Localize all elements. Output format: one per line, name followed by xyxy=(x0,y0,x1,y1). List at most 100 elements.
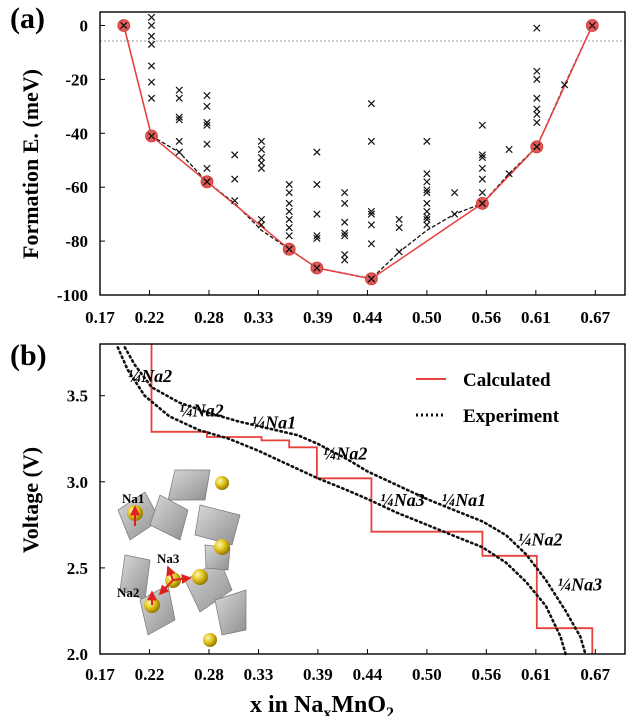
structure-point xyxy=(257,164,266,172)
structure-point xyxy=(533,110,541,119)
panel-b-ylabel: Voltage (V) xyxy=(18,447,43,553)
structure-point xyxy=(285,223,293,232)
structure-point xyxy=(341,250,349,259)
y-tick-label: 3.5 xyxy=(67,387,88,406)
structure-point xyxy=(203,102,211,110)
y-tick-label: 2.0 xyxy=(67,645,88,664)
structure-point xyxy=(367,275,376,283)
structure-point xyxy=(147,94,156,102)
structure-point xyxy=(478,121,486,129)
x-tick-label: 0.56 xyxy=(471,308,501,327)
structure-point xyxy=(203,121,211,129)
convex-hull-line xyxy=(123,25,593,280)
structure-point xyxy=(423,188,431,197)
structure-point xyxy=(313,264,321,272)
experiment-voltage-curve-2 xyxy=(116,346,567,656)
legend-experiment-label: Experiment xyxy=(463,406,560,427)
structure-point xyxy=(257,221,266,229)
structure-point xyxy=(147,132,156,140)
structure-point xyxy=(533,143,541,151)
panel-b-series xyxy=(116,344,594,656)
panel-a-structure-points xyxy=(120,13,596,283)
structure-point xyxy=(533,75,541,84)
structure-point xyxy=(560,81,569,89)
y-tick-label: -20 xyxy=(65,70,88,89)
x-tick-label: 0.17 xyxy=(85,665,115,684)
structure-point xyxy=(450,188,459,197)
structure-point xyxy=(313,180,321,189)
dashed-curve xyxy=(123,25,593,280)
structure-point xyxy=(341,188,349,197)
structure-point xyxy=(533,24,541,32)
panel-a-hull-line xyxy=(123,25,593,280)
structure-point xyxy=(257,145,266,154)
structure-point xyxy=(231,151,239,159)
structure-point xyxy=(203,164,211,172)
y-tick-label: -40 xyxy=(65,124,88,143)
y-tick-label: 0 xyxy=(80,16,89,35)
x-tick-label: 0.56 xyxy=(471,665,501,684)
legend-calculated-label: Calculated xyxy=(463,370,551,391)
panel-b-x-ticks: 0.17 0.22 0.28 0.33 0.39 0.44 0.50 0.56 0.61 0.67 xyxy=(85,649,611,684)
panel-a-hull-points xyxy=(117,19,599,286)
structure-point xyxy=(423,186,431,194)
x-tick-label: 0.22 xyxy=(135,308,165,327)
structure-point xyxy=(203,91,211,100)
panel-a-dashed-curve xyxy=(123,25,593,280)
site-annotation: ¼Na2 xyxy=(128,366,173,386)
structure-point xyxy=(285,188,293,197)
structure-point xyxy=(478,153,486,162)
y-tick-label: 2.5 xyxy=(67,559,88,578)
panel-a-y-ticks: 0 -20 -40 -60 -80 -100 xyxy=(57,16,105,305)
site-annotation: ¼Na2 xyxy=(179,400,224,420)
structure-point xyxy=(313,232,321,240)
structure-point xyxy=(175,113,183,121)
structure-point xyxy=(423,199,431,207)
structure-point xyxy=(120,21,128,30)
structure-point xyxy=(175,86,183,94)
structure-point xyxy=(175,116,183,124)
structure-point xyxy=(533,94,541,102)
structure-point xyxy=(478,164,486,172)
site-annotation: ¼Na3 xyxy=(558,574,603,594)
structure-point xyxy=(505,145,513,154)
structure-point xyxy=(367,210,376,218)
panel-a-x-ticks: 0.17 0.22 0.28 0.33 0.39 0.44 0.50 0.56 0.61 0.67 xyxy=(85,290,611,327)
structure-point xyxy=(505,170,513,178)
site-annotation: ¼Na2 xyxy=(323,443,368,463)
structure-point xyxy=(203,178,211,186)
structure-point xyxy=(367,100,376,108)
x-tick-label: 0.33 xyxy=(244,665,274,684)
panel-b: (b) Voltage (V) Na xyxy=(10,339,626,716)
structure-point xyxy=(313,234,321,243)
structure-point xyxy=(423,178,431,186)
x-tick-label: 0.39 xyxy=(303,308,333,327)
structure-point xyxy=(478,151,486,159)
structure-point xyxy=(175,94,183,102)
x-tick-label: 0.61 xyxy=(521,665,551,684)
structure-point xyxy=(533,118,541,127)
x-tick-label: 0.28 xyxy=(194,308,224,327)
structure-point xyxy=(285,245,293,253)
x-tick-label: 0.44 xyxy=(353,308,383,327)
structure-point xyxy=(588,21,596,30)
structure-point xyxy=(147,78,156,86)
panel-b-annotations: ¼Na2 ¼Na2 ¼Na1 ¼Na2 ¼Na3 ¼Na1 ¼Na2 ¼Na3 xyxy=(128,366,602,594)
x-tick-label: 0.28 xyxy=(194,665,224,684)
structure-point xyxy=(423,170,431,178)
structure-point xyxy=(478,188,486,197)
structure-point xyxy=(313,148,321,156)
x-tick-label: 0.61 xyxy=(521,308,551,327)
x-tick-label: 0.17 xyxy=(85,308,115,327)
structure-point xyxy=(423,221,431,229)
structure-point xyxy=(423,137,431,145)
x-tick-label: 0.22 xyxy=(135,665,165,684)
site-annotation: ¼Na1 xyxy=(252,412,297,432)
x-tick-label: 0.50 xyxy=(412,665,442,684)
structure-point xyxy=(341,229,349,237)
structure-point xyxy=(231,175,239,183)
structure-point xyxy=(478,199,486,207)
structure-point xyxy=(341,218,349,226)
structure-point xyxy=(367,240,376,248)
structure-point xyxy=(533,105,541,113)
